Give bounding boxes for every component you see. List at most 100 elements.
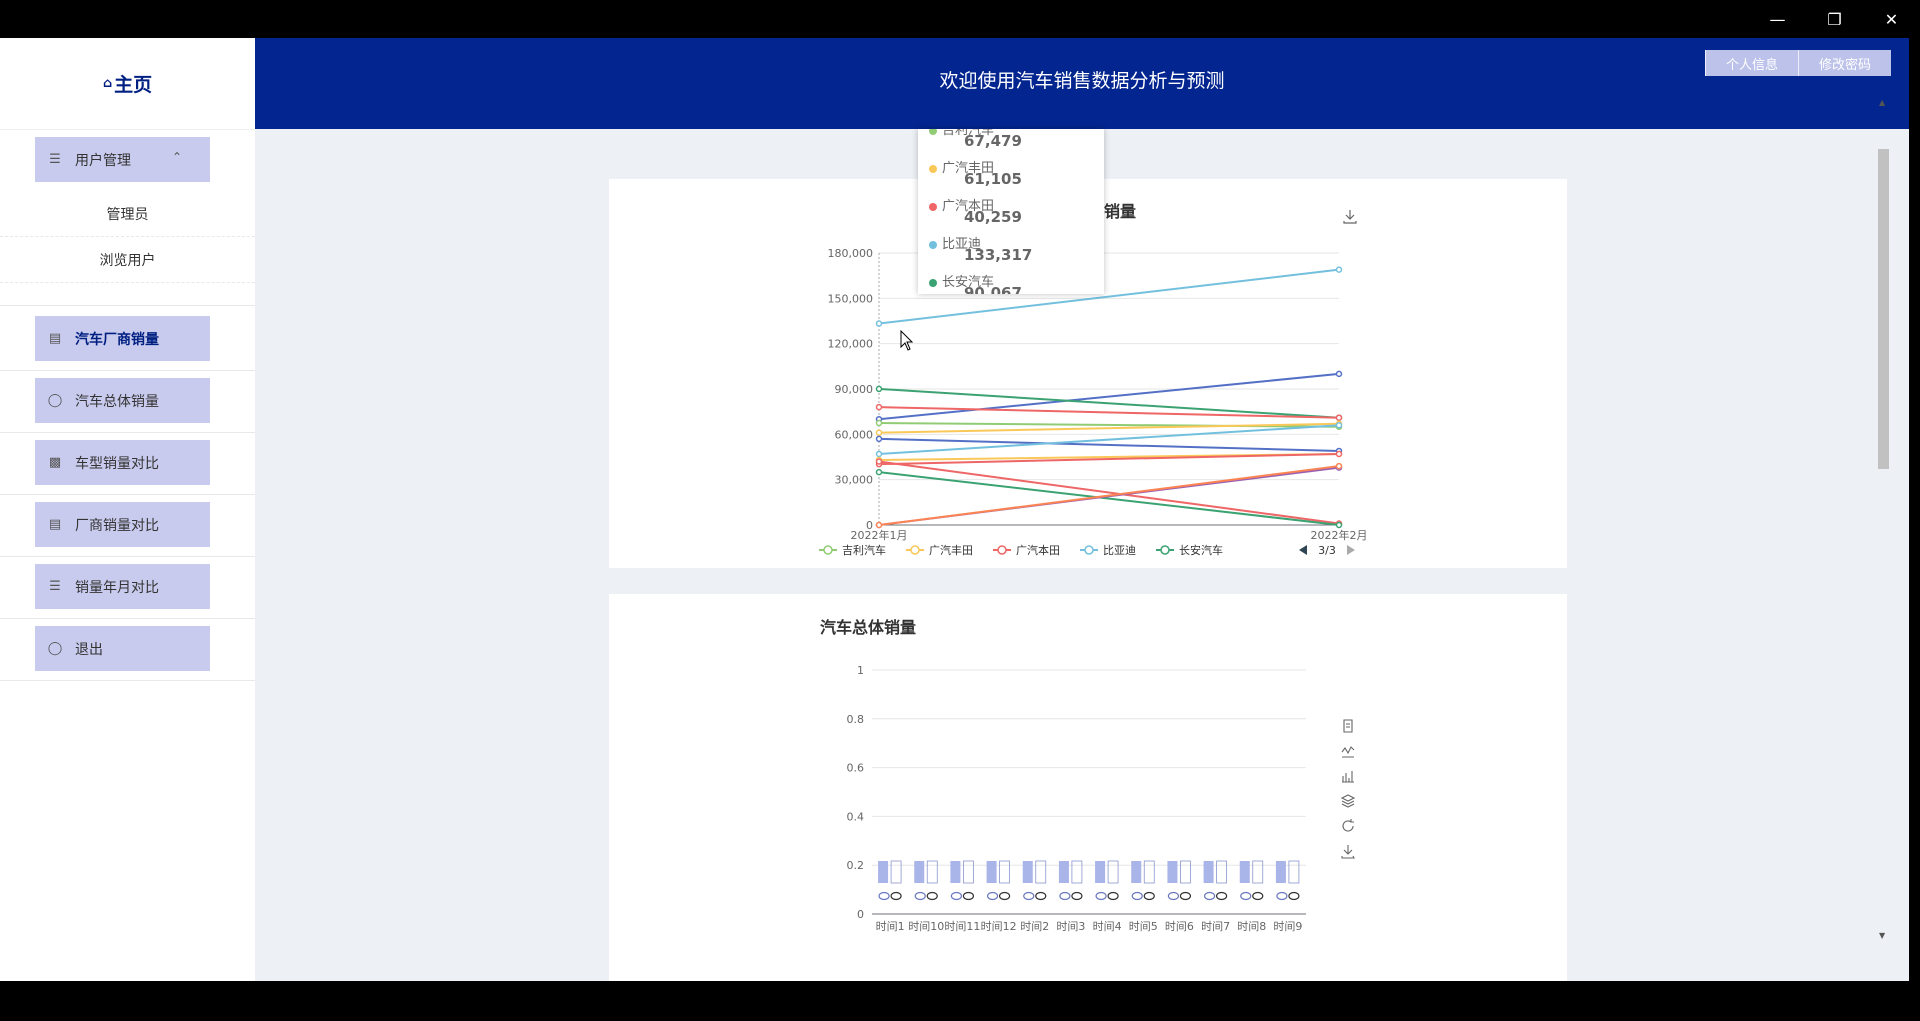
vendor-sales-chart[interactable]: 汽车厂商销量030,00060,00090,000120,000150,0001… xyxy=(609,179,1567,568)
close-icon[interactable]: ✕ xyxy=(1884,9,1899,29)
scrollbar[interactable]: ▲ ▼ xyxy=(1876,98,1890,940)
profile-button[interactable]: 个人信息 xyxy=(1704,50,1798,76)
x-tick-label: 时间6 xyxy=(1165,920,1194,933)
menu-vendor-compare[interactable]: ▤ 厂商销量对比 xyxy=(35,502,210,547)
change-password-button[interactable]: 修改密码 xyxy=(1797,50,1891,76)
menu-block-model-compare: ▩ 车型销量对比 xyxy=(0,433,255,495)
data-point xyxy=(875,419,883,427)
home-icon: ⌂ xyxy=(102,76,113,91)
x-tick-label: 2022年2月 xyxy=(1311,528,1368,542)
home-link[interactable]: ⌂ 主页 xyxy=(0,38,255,130)
series-line xyxy=(878,452,1340,466)
menu-block-vendor-sales: ▤ 汽车厂商销量 xyxy=(0,306,255,371)
scrollbar-thumb[interactable] xyxy=(1878,149,1889,469)
y-tick-label: 0.4 xyxy=(847,810,865,823)
tooltip-value: 90,067 xyxy=(964,284,1022,294)
calendar-icon: ▩ xyxy=(48,455,62,470)
y-tick-label: 120,000 xyxy=(828,338,874,351)
legend-label: 广汽丰田 xyxy=(929,543,973,557)
y-tick-label: 30,000 xyxy=(835,474,874,487)
x-tick-label: 时间4 xyxy=(1093,920,1122,933)
series-line xyxy=(878,465,1340,526)
y-tick-label: 150,000 xyxy=(828,292,874,305)
x-tick-label: 时间8 xyxy=(1237,920,1266,933)
menu-year-month-compare[interactable]: ☰ 销量年月对比 xyxy=(35,564,210,609)
tooltip-label: 吉利汽车 xyxy=(942,129,995,138)
submenu-browse-users[interactable]: 浏览用户 xyxy=(0,237,255,283)
alarm-icon: ◯ xyxy=(47,393,63,408)
menu-block-vendor-compare: ▤ 厂商销量对比 xyxy=(0,495,255,557)
menu-year-month-label: 销量年月对比 xyxy=(75,579,159,596)
menu-vendor-sales-label: 汽车厂商销量 xyxy=(75,331,159,348)
legend-marker xyxy=(997,545,1007,555)
bar-label-stack xyxy=(1239,860,1264,901)
data-point xyxy=(1335,450,1343,458)
tooltip-dot xyxy=(929,164,937,173)
tooltip-series-name: 广汽丰田 xyxy=(929,157,994,176)
data-view-icon xyxy=(1343,719,1353,733)
sidebar: ⌂ 主页 ☰ 用户管理 ⌃ 管理员 浏览用户 ▤ 汽车厂商销量 ◯ 汽车总体销量 xyxy=(0,38,255,981)
chart-title: 汽车总体销量 xyxy=(820,618,916,637)
y-tick-label: 180,000 xyxy=(828,247,874,260)
menu-model-compare[interactable]: ▩ 车型销量对比 xyxy=(35,440,210,485)
list-icon: ▤ xyxy=(48,517,62,532)
legend-label: 比亚迪 xyxy=(1103,544,1136,557)
series-line xyxy=(878,460,1340,525)
scroll-down-icon[interactable]: ▼ xyxy=(1879,931,1886,940)
legend-marker xyxy=(1084,545,1094,555)
submenu-admin[interactable]: 管理员 xyxy=(0,191,255,237)
total-sales-card: 汽车总体销量 0 0.2 0.4 0.6 0.8 1 时间1 时间10 时间11 时间12 时间2 时间… xyxy=(609,594,1567,981)
header-buttons: 个人信息 修改密码 xyxy=(1704,50,1891,76)
download-icon xyxy=(1343,210,1357,224)
y-tick-label: 0 xyxy=(866,519,873,532)
bottom-bar xyxy=(0,981,1920,1021)
x-tick-label: 时间1 xyxy=(876,920,905,933)
series-line xyxy=(878,471,1340,526)
legend-marker xyxy=(1160,545,1170,555)
line-chart-icon xyxy=(1341,746,1355,758)
tooltip-series-name: 吉利汽车 xyxy=(929,129,994,138)
series-line xyxy=(878,372,1340,421)
data-point xyxy=(875,521,883,529)
menu-total-sales-label: 汽车总体销量 xyxy=(75,393,159,410)
tooltip-series-name: 广汽本田 xyxy=(929,195,994,214)
app-window: ⌂ 主页 ☰ 用户管理 ⌃ 管理员 浏览用户 ▤ 汽车厂商销量 ◯ 汽车总体销量 xyxy=(0,38,1909,981)
bar-label-stack xyxy=(1022,860,1047,901)
menu-vendor-sales[interactable]: ▤ 汽车厂商销量 xyxy=(35,316,210,361)
legend-prev-icon xyxy=(1299,545,1307,555)
legend-label: 吉利汽车 xyxy=(842,543,886,557)
bar-label-stack xyxy=(1275,860,1300,901)
series-line xyxy=(878,406,1340,419)
bar-label-stack xyxy=(986,860,1011,901)
tooltip-value: 61,105 xyxy=(964,170,1022,188)
x-tick-label: 时间10 xyxy=(908,920,944,933)
menu-logout-label: 退出 xyxy=(75,641,103,658)
y-tick-label: 0.2 xyxy=(847,859,865,872)
tooltip-value: 133,317 xyxy=(964,246,1033,264)
data-point xyxy=(1335,422,1343,429)
refresh-icon xyxy=(1342,819,1354,832)
bar-label-stack xyxy=(1203,860,1228,901)
y-tick-label: 0.8 xyxy=(847,713,865,726)
stack-icon xyxy=(1340,794,1356,808)
tooltip-label: 广汽本田 xyxy=(942,199,995,214)
series-line xyxy=(878,424,1340,455)
user-management-menu[interactable]: ☰ 用户管理 ⌃ xyxy=(35,137,210,182)
bar-label-stack xyxy=(914,860,938,901)
logo-label: 主页 xyxy=(114,74,153,96)
minimize-icon[interactable]: — xyxy=(1769,9,1786,29)
restore-icon[interactable]: ❐ xyxy=(1827,9,1842,29)
menu-logout[interactable]: ◯ 退出 xyxy=(35,626,210,671)
menu-block-logout: ◯ 退出 xyxy=(0,619,255,681)
bar-label-stack xyxy=(950,860,975,901)
menu-total-sales[interactable]: ◯ 汽车总体销量 xyxy=(35,378,210,423)
x-tick-label: 时间5 xyxy=(1129,920,1158,933)
series-line xyxy=(878,422,1340,434)
menu-model-compare-label: 车型销量对比 xyxy=(75,455,159,472)
download-icon xyxy=(1341,845,1355,859)
data-point xyxy=(875,403,883,411)
scroll-up-icon[interactable]: ▲ xyxy=(1879,98,1886,107)
data-point xyxy=(875,458,883,465)
total-sales-chart[interactable]: 汽车总体销量 0 0.2 0.4 0.6 0.8 1 时间1 时间10 时间11 时间12 时间2 时间… xyxy=(609,594,1567,981)
data-point xyxy=(875,450,883,458)
